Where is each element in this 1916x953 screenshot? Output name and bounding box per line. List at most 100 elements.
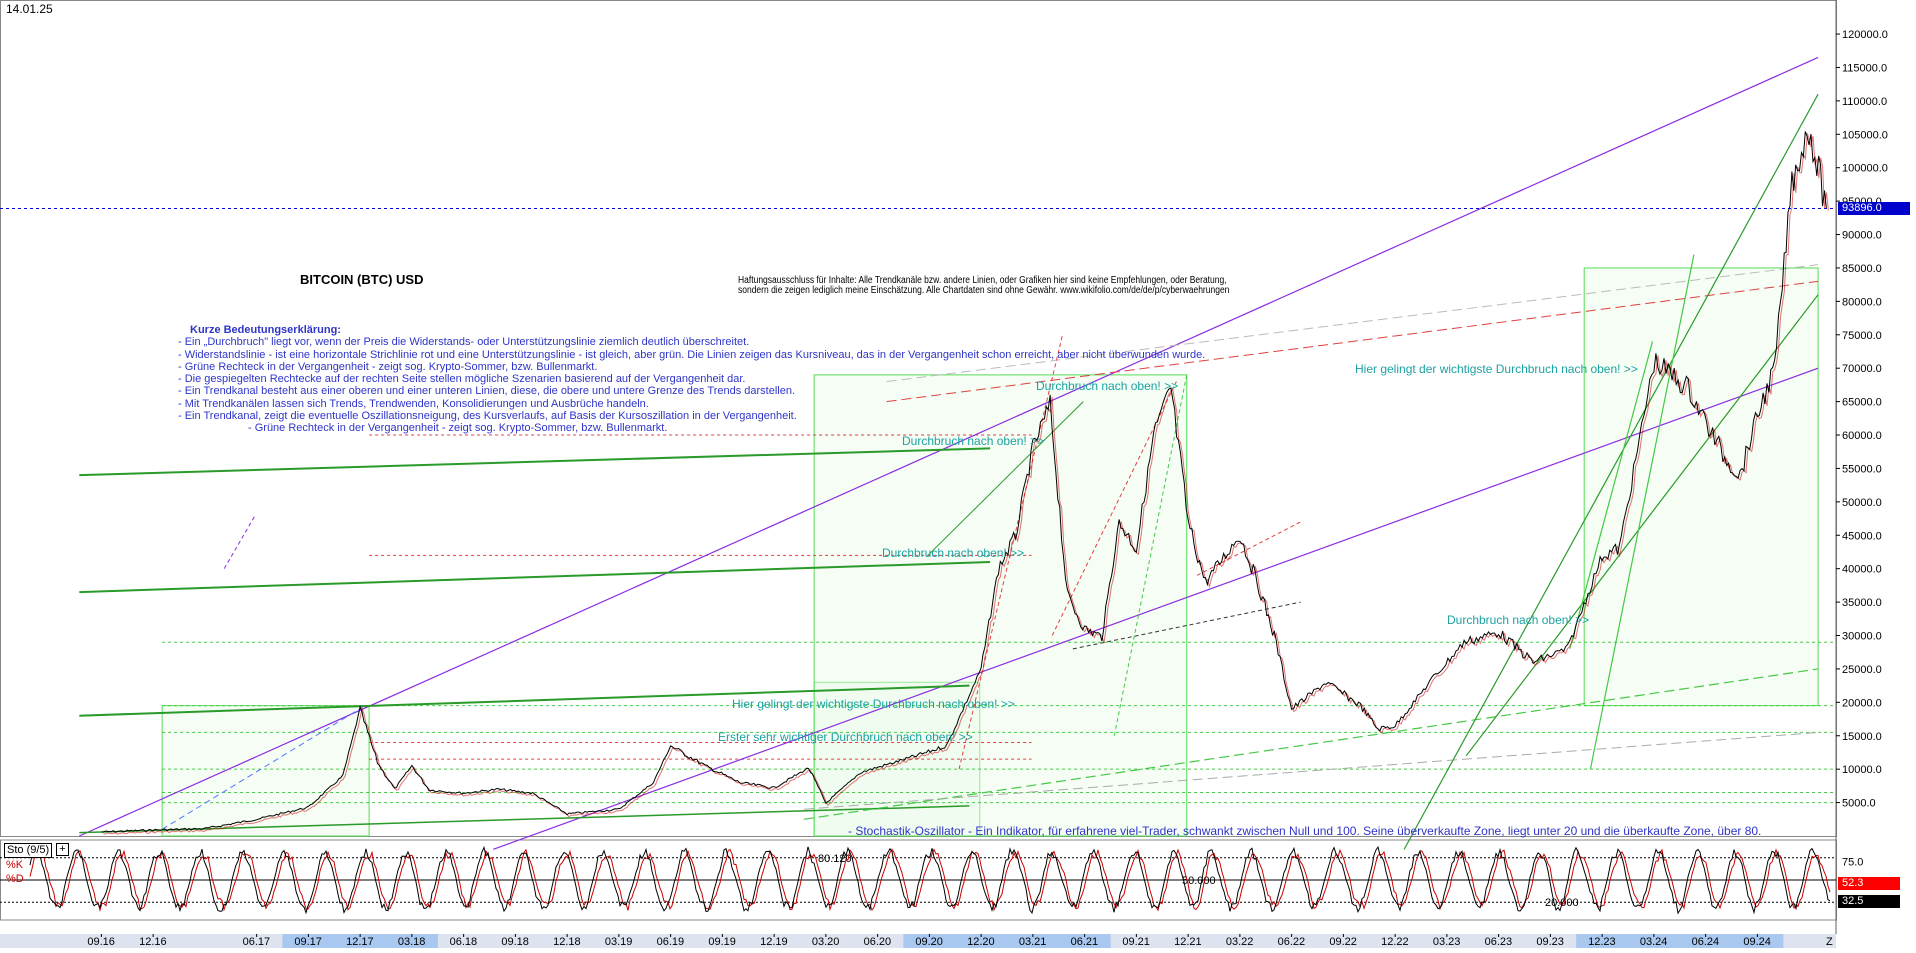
x-axis-highlight [903, 934, 956, 948]
y-tick-label: 15000.0 [1842, 731, 1882, 743]
x-tick-label: 09.21 [1122, 936, 1150, 948]
y-tick-label: 75000.0 [1842, 330, 1882, 342]
oscillator-title[interactable]: Sto (9/5) [4, 843, 53, 858]
annotation-first-breakout: Erster sehr wichtiger Durchbruch nach ob… [718, 730, 973, 744]
x-tick-label: 06.24 [1692, 936, 1720, 948]
x-axis-highlight [955, 934, 1008, 948]
x-tick-label: 12.17 [346, 936, 374, 948]
x-axis-highlight [1576, 934, 1629, 948]
legend-line: - Ein Trendkanal, zeigt die eventuelle O… [178, 410, 797, 423]
projection-line-red [1196, 521, 1301, 576]
annotation-breakout-2023: Durchbruch nach oben! >> [1447, 613, 1590, 627]
bull-market-box [161, 705, 370, 837]
x-tick-label: 09.17 [294, 936, 322, 948]
x-tick-label: 09.22 [1329, 936, 1357, 948]
x-tick-label: 06.21 [1071, 936, 1099, 948]
annotation-breakout-2021c: Durchbruch nach oben! >> [1036, 379, 1179, 393]
y-tick-label: 80000.0 [1842, 296, 1882, 308]
x-axis-highlight [1679, 934, 1732, 948]
x-tick-label: 09.20 [915, 936, 943, 948]
x-tick-label: 12.23 [1588, 936, 1616, 948]
x-tick-label: 06.23 [1485, 936, 1513, 948]
y-tick-label: 5000.0 [1842, 798, 1876, 810]
channel-line-d [1569, 341, 1654, 650]
x-axis-highlight [1058, 934, 1111, 948]
chart-title: BITCOIN (BTC) USD [300, 272, 424, 287]
x-tick-label: 03.23 [1433, 936, 1461, 948]
legend-line: - Die gespiegelten Rechtecke auf der rec… [178, 373, 746, 386]
y-tick-label: 120000.0 [1842, 29, 1888, 41]
legend-line: - Grüne Rechteck in der Vergangenheit - … [248, 422, 668, 435]
y-tick-label: 85000.0 [1842, 263, 1882, 275]
y-tick-label: 45000.0 [1842, 530, 1882, 542]
osc-level-label: 50.000 [1182, 875, 1216, 887]
x-tick-label: 12.21 [1174, 936, 1202, 948]
legend-line: - Grüne Rechteck in der Vergangenheit - … [178, 360, 598, 373]
osc-k-key: %K [6, 859, 24, 871]
x-tick-label: 06.19 [657, 936, 685, 948]
x-tick-label: 12.16 [139, 936, 167, 948]
y-tick-label: 50000.0 [1842, 497, 1882, 509]
x-axis-highlight [282, 934, 335, 948]
annotation-main-breakout-2024: Hier gelingt der wichtigste Durchbruch n… [1355, 362, 1638, 376]
trend-line-green-thick-b [79, 447, 991, 477]
last-price-tag: 93896.0 [1838, 202, 1910, 215]
legend-line: - Ein „Durchbruch" liegt vor, wenn der P… [178, 336, 750, 349]
channel-line-c [1589, 254, 1695, 770]
x-tick-label: 12.18 [553, 936, 581, 948]
trend-line-purple-short [223, 514, 256, 569]
legend-line: - Ein Trendkanal besteht aus einer obere… [178, 385, 796, 398]
trend-line-grey-dash [803, 731, 1819, 810]
legend-heading: Kurze Bedeutungserklärung: [190, 324, 341, 336]
x-tick-label: 03.19 [605, 936, 633, 948]
x-axis-end-label: Z [1826, 936, 1833, 948]
y-tick-label: 115000.0 [1842, 62, 1887, 74]
trend-line-green-bottom [79, 805, 970, 834]
x-tick-label: 09.19 [708, 936, 736, 948]
disclaimer-line: sondern die zeigen lediglich meine Einsc… [738, 285, 1230, 296]
y-tick-label: 10000.0 [1842, 764, 1882, 776]
channel-line-a [1403, 93, 1819, 850]
x-tick-label: 03.20 [812, 936, 840, 948]
y-tick-label: 70000.0 [1842, 363, 1882, 375]
projection-line-red [1051, 381, 1177, 636]
y-tick-label: 35000.0 [1842, 597, 1882, 609]
osc-d-key: %D [6, 873, 24, 885]
x-tick-label: 09.16 [87, 936, 115, 948]
projection-line-red [958, 334, 1064, 770]
y-tick-label: 40000.0 [1842, 564, 1882, 576]
trend-line-green-dash [803, 668, 1819, 820]
channel-line-f [1072, 601, 1301, 650]
bull-market-box [1583, 267, 1819, 707]
x-axis-highlight [1006, 934, 1059, 948]
y-tick-label: 65000.0 [1842, 397, 1882, 409]
x-axis-highlight [1627, 934, 1680, 948]
x-axis-highlight [1731, 934, 1784, 948]
x-tick-label: 06.22 [1278, 936, 1306, 948]
y-tick-label: 90000.0 [1842, 230, 1882, 242]
y-tick-label: 30000.0 [1842, 631, 1882, 643]
osc-k-value-tag: 52.3 [1838, 877, 1900, 890]
price-line [101, 131, 1827, 833]
x-tick-label: 03.18 [398, 936, 426, 948]
oscillator-note: - Stochastik-Oszillator - Ein Indikator,… [848, 824, 1762, 838]
annotation-breakout-2021a: Durchbruch nach oben! >> [882, 546, 1025, 560]
channel-line-e [927, 401, 1084, 556]
add-indicator-button[interactable]: + [56, 843, 69, 856]
x-tick-label: 12.22 [1381, 936, 1409, 948]
osc-k-line [29, 845, 1831, 915]
x-axis-highlight [334, 934, 387, 948]
date-stamp: 14.01.25 [6, 2, 53, 16]
y-tick-label: 105000.0 [1842, 129, 1888, 141]
legend-line: - Widerstandslinie - ist eine horizontal… [178, 348, 1206, 361]
x-tick-label: 06.20 [864, 936, 892, 948]
trend-line-green-thick-c [79, 684, 970, 717]
osc-d-line [29, 848, 1831, 912]
y-tick-label: 100000.0 [1842, 163, 1888, 175]
x-tick-label: 06.17 [243, 936, 271, 948]
osc-d-value-tag: 32.5 [1838, 895, 1900, 908]
disclaimer: Haftungsausschluss für Inhalte: Alle Tre… [738, 276, 1229, 296]
y-tick-label: 20000.0 [1842, 697, 1882, 709]
x-tick-label: 03.22 [1226, 936, 1254, 948]
